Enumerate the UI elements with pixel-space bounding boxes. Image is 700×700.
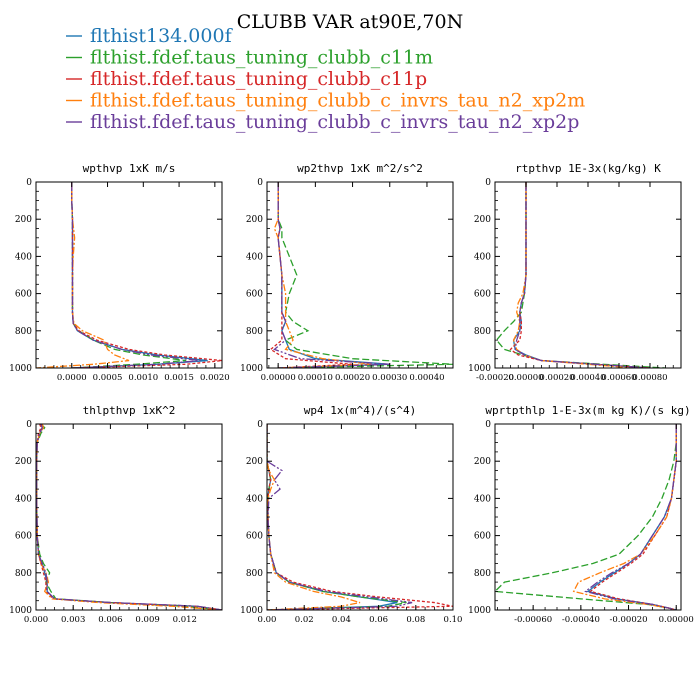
y-tick-label: 200 <box>474 215 491 225</box>
y-tick-label: 200 <box>246 457 263 467</box>
series-line-5 <box>514 182 651 368</box>
x-tick-label: 0.04 <box>332 615 351 625</box>
y-tick-label: 1000 <box>468 364 491 374</box>
series-line-2 <box>495 424 677 610</box>
y-tick-label: 600 <box>15 290 32 300</box>
panel-title: wp2thvp 1xK m^2/s^2 <box>297 162 423 175</box>
y-tick-label: 400 <box>15 494 32 504</box>
y-tick-label: 600 <box>246 290 263 300</box>
y-tick-label: 1000 <box>9 606 32 616</box>
series-line-5 <box>71 182 201 368</box>
y-tick-label: 600 <box>474 532 491 542</box>
y-tick-label: 0 <box>257 178 263 188</box>
x-tick-label: 0.0010 <box>128 373 158 383</box>
legend-label-5: flthist.fdef.taus_tuning_clubb_c_invrs_t… <box>90 111 579 133</box>
y-tick-label: 800 <box>15 327 32 337</box>
y-tick-label: 0 <box>26 178 32 188</box>
x-tick-label: 0.00010 <box>298 373 333 383</box>
x-tick-label: 0.0020 <box>200 373 230 383</box>
legend-label-3: flthist.fdef.taus_tuning_clubb_c11p <box>90 68 427 90</box>
panel-title: rtpthvp 1E-3x(kg/kg) K <box>515 162 661 175</box>
x-tick-label: 0.0000 <box>57 373 87 383</box>
y-tick-label: 400 <box>246 494 263 504</box>
y-tick-label: 800 <box>246 327 263 337</box>
x-tick-label: 0.00000 <box>508 373 543 383</box>
legend: flthist134.000fflthist.fdef.taus_tuning_… <box>66 25 585 133</box>
y-tick-label: 600 <box>246 532 263 542</box>
x-tick-label: -0.00020 <box>610 615 648 625</box>
x-tick-label: 0.009 <box>135 615 159 625</box>
x-tick-label: 0.00060 <box>601 373 636 383</box>
y-tick-label: 0 <box>485 420 491 430</box>
x-tick-label: 0.00000 <box>261 373 296 383</box>
x-tick-label: -0.00040 <box>562 615 600 625</box>
y-tick-label: 200 <box>15 457 32 467</box>
y-tick-label: 800 <box>15 569 32 579</box>
series-line-5 <box>273 182 390 368</box>
series-line-5 <box>36 424 222 610</box>
y-tick-label: 1000 <box>240 364 263 374</box>
y-tick-label: 400 <box>15 252 32 262</box>
figure-title: CLUBB VAR at90E,70N <box>237 11 463 33</box>
series-line-2 <box>277 182 453 368</box>
x-tick-label: 0.0005 <box>93 373 123 383</box>
chart-panel-2: wp2thvp 1xK m^2/s^2020040060080010000.00… <box>240 162 454 383</box>
series-line-4 <box>273 182 372 368</box>
y-tick-label: 600 <box>15 532 32 542</box>
x-tick-label: 0.00000 <box>659 615 694 625</box>
y-tick-label: 1000 <box>9 364 32 374</box>
x-tick-label: 0.00020 <box>539 373 574 383</box>
x-tick-label: 0.003 <box>61 615 85 625</box>
x-tick-label: 0.10 <box>444 615 463 625</box>
y-tick-label: 200 <box>474 457 491 467</box>
series-line-4 <box>572 424 677 610</box>
panel-title: thlpthvp 1xK^2 <box>83 404 176 417</box>
y-tick-label: 0 <box>26 420 32 430</box>
x-tick-label: 0.0015 <box>164 373 194 383</box>
y-tick-label: 0 <box>485 178 491 188</box>
legend-label-1: flthist134.000f <box>90 25 234 47</box>
y-tick-label: 200 <box>246 215 263 225</box>
x-tick-label: 0.012 <box>173 615 197 625</box>
x-tick-label: 0.00020 <box>335 373 370 383</box>
y-tick-label: 600 <box>474 290 491 300</box>
chart-panel-6: wprtpthlp 1-E-3x(m kg K)/(s kg) 0 200 400 60… <box>468 404 694 625</box>
x-tick-label: 0.000 <box>24 615 48 625</box>
legend-label-2: flthist.fdef.taus_tuning_clubb_c11m <box>90 47 433 69</box>
y-tick-label: 800 <box>474 327 491 337</box>
y-tick-label: 400 <box>246 252 263 262</box>
y-tick-label: 400 <box>474 252 491 262</box>
x-tick-label: 0.06 <box>369 615 388 625</box>
chart-panel-1: wpthvp 1xK m/s 0 200 400 600 800 1000 0.0000 0.0… <box>9 162 230 383</box>
x-tick-label: 0.00080 <box>632 373 667 383</box>
y-tick-label: 0 <box>257 420 263 430</box>
y-tick-label: 1000 <box>240 606 263 616</box>
panel-title: wprtpthlp 1-E-3x(m kg K)/(s kg) <box>485 404 690 417</box>
x-tick-label: 0.006 <box>98 615 122 625</box>
x-tick-label: 0.02 <box>295 615 314 625</box>
panel-title: wp4 1x(m^4)/(s^4) <box>304 404 417 417</box>
x-tick-label: 0.00 <box>258 615 277 625</box>
y-tick-label: 800 <box>474 569 491 579</box>
x-tick-label: -0.00020 <box>476 373 514 383</box>
y-tick-label: 1000 <box>468 606 491 616</box>
y-tick-label: 800 <box>246 569 263 579</box>
chart-panel-3: rtpthvp 1E-3x(kg/kg) K 0 200 400 600 800 1000-… <box>468 162 682 383</box>
legend-label-4: flthist.fdef.taus_tuning_clubb_c_invrs_t… <box>90 90 585 112</box>
panel-title: wpthvp 1xK m/s <box>83 162 176 175</box>
series-line-5 <box>584 424 677 610</box>
y-tick-label: 400 <box>474 494 491 504</box>
x-tick-label: 0.00030 <box>372 373 407 383</box>
x-tick-label: 0.08 <box>406 615 425 625</box>
y-tick-label: 200 <box>15 215 32 225</box>
x-tick-label: 0.00040 <box>570 373 605 383</box>
x-tick-label: 0.00040 <box>409 373 444 383</box>
x-tick-label: -0.00060 <box>514 615 552 625</box>
